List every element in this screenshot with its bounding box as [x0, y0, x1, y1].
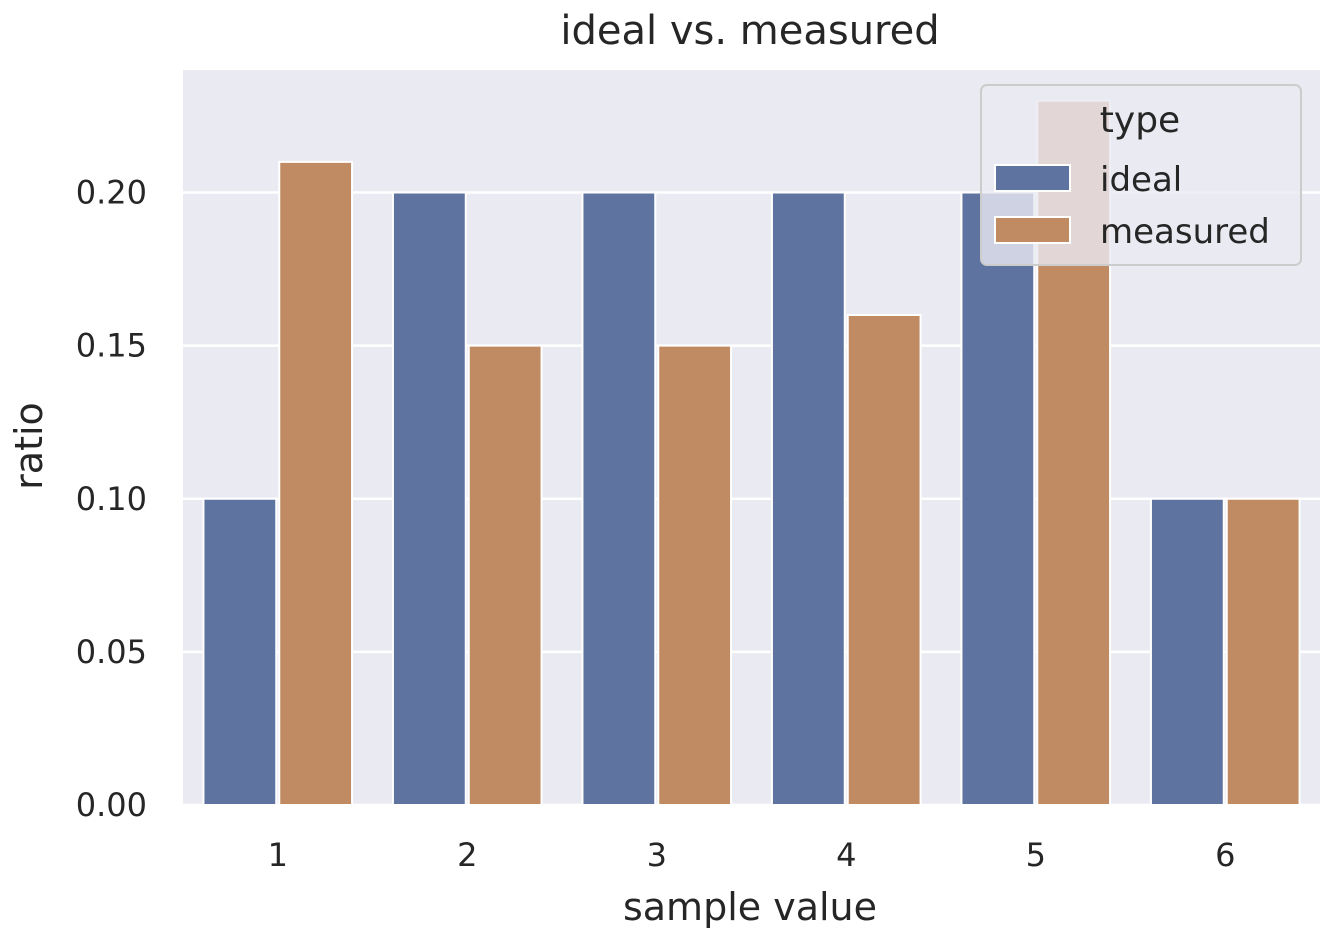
gridlines	[183, 191, 1320, 807]
x-tick-label: 6	[1215, 836, 1235, 874]
y-tick-label: 0.20	[76, 174, 147, 212]
legend-swatch-ideal	[994, 164, 1071, 192]
legend: type ideal measured	[980, 84, 1302, 266]
x-ticks: 1 2 3 4 5 6	[268, 836, 1236, 874]
legend-label-measured: measured	[1100, 212, 1270, 252]
bar-measured-4	[846, 314, 922, 806]
x-tick-label: 3	[647, 836, 667, 874]
y-axis-label: ratio	[7, 402, 51, 490]
bar-ideal-1	[202, 497, 278, 806]
y-tick-label: 0.15	[76, 327, 147, 365]
bar-measured-6	[1225, 497, 1301, 806]
y-tick-label: 0.10	[76, 480, 147, 518]
bar-ideal-5	[960, 191, 1036, 806]
y-tick-label: 0.05	[76, 633, 147, 671]
legend-swatch-measured	[994, 216, 1071, 244]
bar-ideal-3	[581, 191, 657, 806]
bar-ideal-2	[391, 191, 467, 806]
x-tick-label: 4	[836, 836, 856, 874]
y-tick-label: 0.00	[76, 786, 147, 824]
y-ticks: 0.00 0.05 0.10 0.15 0.20	[76, 174, 147, 825]
bar-ideal-4	[770, 191, 846, 806]
bar-measured-2	[467, 344, 543, 806]
bar-ideal-6	[1149, 497, 1225, 806]
x-tick-label: 1	[268, 836, 288, 874]
legend-label-ideal: ideal	[1100, 160, 1182, 200]
bar-measured-3	[657, 344, 733, 806]
bar-measured-1	[278, 160, 354, 806]
legend-title: type	[1100, 100, 1180, 141]
bars	[202, 99, 1301, 806]
chart-title: ideal vs. measured	[560, 8, 939, 54]
x-axis-label: sample value	[623, 885, 877, 929]
x-tick-label: 2	[457, 836, 477, 874]
x-tick-label: 5	[1026, 836, 1046, 874]
